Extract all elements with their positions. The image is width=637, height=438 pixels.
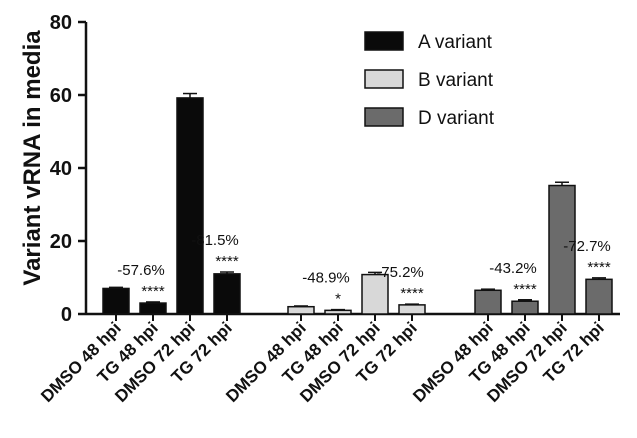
y-tick-label: 0 bbox=[61, 304, 72, 326]
percent-change-label: -81.5% bbox=[191, 232, 239, 249]
legend-swatch bbox=[364, 69, 404, 89]
legend-swatch bbox=[364, 107, 404, 127]
legend-label: A variant bbox=[418, 32, 493, 53]
significance-label: **** bbox=[400, 285, 424, 302]
legend-swatch bbox=[364, 31, 404, 51]
significance-label: **** bbox=[513, 281, 537, 298]
percent-change-label: -48.9% bbox=[302, 270, 350, 287]
significance-label: **** bbox=[215, 253, 239, 270]
bar bbox=[176, 97, 204, 315]
percent-change-label: -72.7% bbox=[563, 238, 611, 255]
bar bbox=[585, 278, 613, 315]
legend-label: D variant bbox=[418, 108, 495, 129]
y-tick-label: 40 bbox=[50, 158, 72, 180]
significance-label: **** bbox=[141, 283, 165, 300]
bar bbox=[139, 302, 167, 315]
legend-label: B variant bbox=[418, 70, 494, 91]
bar bbox=[511, 300, 539, 315]
legend: A variant B variant D variant bbox=[364, 31, 495, 129]
bar bbox=[398, 304, 426, 315]
bar bbox=[324, 309, 352, 315]
bar bbox=[213, 273, 241, 315]
y-tick-label: 80 bbox=[50, 12, 72, 34]
percent-change-label: -43.2% bbox=[489, 260, 537, 277]
error-bars bbox=[109, 92, 606, 311]
y-axis-label: Variant vRNA in media bbox=[19, 30, 46, 286]
percent-change-label: -75.2% bbox=[376, 264, 424, 281]
percent-change-label: -57.6% bbox=[117, 262, 165, 279]
bar bbox=[102, 287, 130, 315]
y-tick-label: 20 bbox=[50, 231, 72, 253]
bar bbox=[474, 289, 502, 315]
y-ticks: 0 20 40 60 80 bbox=[50, 12, 86, 326]
significance-label: * bbox=[335, 291, 341, 308]
annotations: **** -57.6% **** -81.5% * -48.9% **** -75.2% ***… bbox=[117, 232, 611, 308]
bar bbox=[287, 305, 315, 315]
y-tick-label: 60 bbox=[50, 85, 72, 107]
significance-label: **** bbox=[587, 259, 611, 276]
